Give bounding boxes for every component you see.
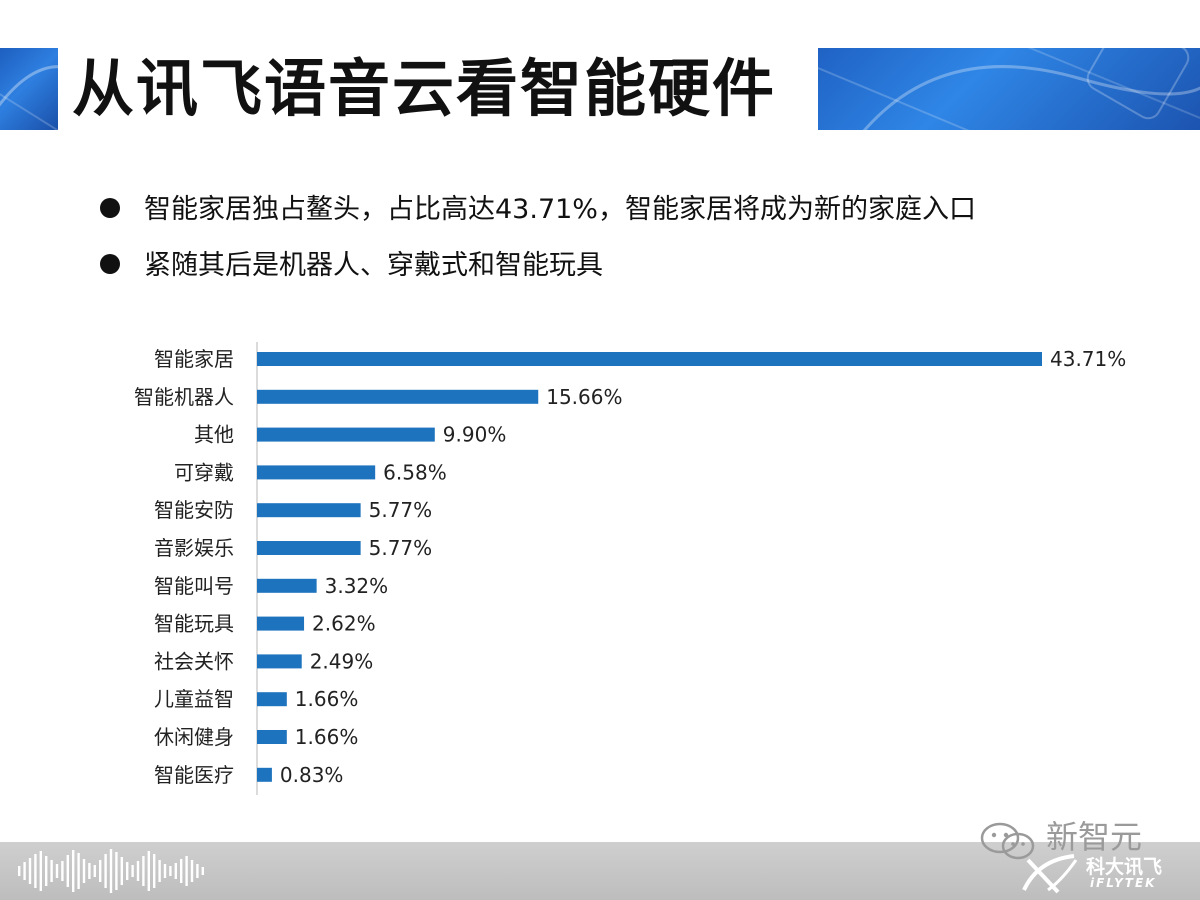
bullet-text: 紧随其后是机器人、穿戴式和智能玩具 xyxy=(144,250,603,281)
logo-chinese: 科大讯飞 xyxy=(1086,856,1163,878)
bar xyxy=(257,427,435,442)
value-label: 15.66% xyxy=(546,385,622,409)
value-label: 5.77% xyxy=(369,536,433,560)
header-accent-right xyxy=(818,48,1200,130)
bullet-dot-icon xyxy=(100,253,120,274)
bar xyxy=(257,389,539,404)
bullet-dot-icon xyxy=(100,197,120,218)
value-label: 43.71% xyxy=(1050,347,1126,371)
category-label: 智能机器人 xyxy=(134,385,234,409)
bar xyxy=(257,616,305,631)
iflytek-logo-icon xyxy=(1022,854,1078,894)
bar xyxy=(257,730,287,744)
logo-english: iFLYTEK xyxy=(1090,876,1157,890)
category-label: 休闲健身 xyxy=(154,725,234,749)
category-label: 智能叫号 xyxy=(154,574,234,598)
value-label: 9.90% xyxy=(443,423,507,447)
value-label: 1.66% xyxy=(295,687,359,711)
bullet-item: 智能家居独占鳌头，占比高达43.71%，智能家居将成为新的家庭入口 xyxy=(100,190,976,230)
value-label: 5.77% xyxy=(369,498,433,522)
header-accent-left xyxy=(0,48,58,130)
category-label: 音影娱乐 xyxy=(154,536,234,560)
slide-title: 从讯飞语音云看智能硬件 xyxy=(72,52,777,125)
watermark-account: 新智元 xyxy=(1046,818,1143,856)
bar xyxy=(257,767,272,782)
category-label: 智能玩具 xyxy=(154,612,234,636)
category-label: 智能医疗 xyxy=(154,763,234,787)
category-label: 其他 xyxy=(194,423,234,447)
bullet-item: 紧随其后是机器人、穿戴式和智能玩具 xyxy=(100,246,603,286)
bar xyxy=(257,654,302,669)
value-label: 2.49% xyxy=(310,649,374,673)
category-label: 智能家居 xyxy=(154,347,234,371)
bar xyxy=(257,541,361,555)
bar-chart: 智能家居 43.71% 智能机器人 15.66% 其他 9.90% 可穿戴 6.58% 智能安防… xyxy=(134,342,1126,795)
category-label: 智能安防 xyxy=(154,498,234,522)
value-label: 2.62% xyxy=(312,612,376,636)
soundwave-icon xyxy=(18,849,204,893)
value-label: 6.58% xyxy=(383,460,447,484)
bullet-text: 智能家居独占鳌头，占比高达43.71%，智能家居将成为新的家庭入口 xyxy=(144,194,976,225)
bar xyxy=(257,465,376,480)
bar xyxy=(257,352,1042,366)
value-label: 1.66% xyxy=(295,725,359,749)
category-label: 儿童益智 xyxy=(154,687,234,711)
bar xyxy=(257,692,287,707)
wechat-icon xyxy=(980,822,1035,860)
bar xyxy=(257,578,317,593)
category-label: 社会关怀 xyxy=(154,649,234,673)
bar xyxy=(257,503,361,518)
category-label: 可穿戴 xyxy=(174,460,234,484)
value-label: 3.32% xyxy=(325,574,389,598)
value-label: 0.83% xyxy=(280,763,344,787)
